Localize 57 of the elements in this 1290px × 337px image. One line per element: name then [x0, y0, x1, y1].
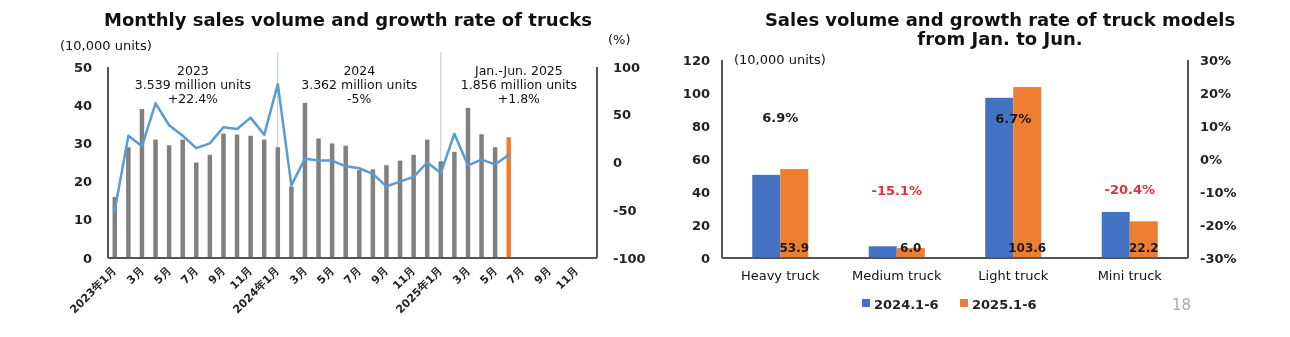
legend-label: 2024.1-6	[874, 296, 939, 312]
annotation: 6.9%	[762, 109, 799, 125]
y2-tick-label: -10%	[1200, 184, 1237, 200]
y-tick-label: 20	[691, 217, 710, 233]
y2-tick-label: 100	[613, 59, 641, 75]
y-tick-label: 120	[682, 52, 710, 68]
y-tick-label: 40	[73, 97, 92, 113]
y-tick-label: 40	[691, 184, 710, 200]
y2-tick-label: 0	[613, 155, 623, 171]
x-tick-label: Heavy truck	[740, 268, 821, 283]
data-label: 22.2	[1128, 241, 1159, 255]
y-tick-label: 10	[73, 212, 92, 228]
chart-title: Sales volume and growth rate of truck models from Jan. to Jun.	[764, 9, 1236, 49]
annotation: -20.4%	[1104, 181, 1155, 197]
y-tick-label: 100	[682, 85, 710, 101]
y2-tick-label: -30%	[1200, 250, 1237, 266]
x-tick-label: 5月	[151, 264, 174, 287]
x-tick-label: 9月	[205, 264, 229, 287]
x-tick-label: 11月	[553, 264, 582, 293]
y-tick-label: 0	[82, 250, 92, 266]
y2-axis-title: (%)	[608, 32, 631, 47]
y-tick-label: 80	[691, 118, 710, 134]
annotation: -15.1%	[871, 182, 922, 198]
y2-tick-label: 0%	[1200, 151, 1223, 167]
x-tick-label: 3月	[124, 264, 147, 287]
y2-tick-label: -20%	[1200, 217, 1237, 233]
y2-tick-label: -50	[613, 202, 637, 218]
text: 18	[1172, 296, 1192, 314]
legend-label: 2025.1-6	[972, 296, 1037, 312]
x-tick-label: 7月	[341, 264, 364, 287]
annotation: 2024 3.362 million units -5%	[301, 63, 418, 106]
y2-tick-label: 20%	[1200, 85, 1232, 101]
x-tick-label: Medium truck	[852, 268, 942, 283]
y-axis-title: (10,000 units)	[60, 38, 152, 53]
chart-title: Monthly sales volume and growth rate of trucks	[104, 9, 592, 30]
annotation: 2023 3.539 million units +22.4%	[134, 63, 251, 106]
y-axis-title: (10,000 units)	[734, 52, 826, 67]
annotation: Jan.-Jun. 2025 1.856 million units +1.8%	[460, 63, 577, 106]
x-tick-label: 7月	[178, 264, 201, 287]
x-tick-label: Mini truck	[1097, 268, 1163, 283]
y-tick-label: 20	[73, 174, 92, 190]
y2-tick-label: -100	[613, 250, 646, 266]
y2-tick-label: 30%	[1200, 52, 1232, 68]
y-tick-label: 0	[700, 250, 710, 266]
y2-tick-label: 50	[613, 107, 632, 123]
x-tick-label: 3月	[450, 264, 473, 287]
x-tick-label: 9月	[368, 264, 392, 287]
y2-tick-label: 10%	[1200, 118, 1232, 134]
y-tick-label: 60	[691, 151, 710, 167]
x-tick-label: 5月	[314, 264, 337, 287]
x-tick-label: 5月	[477, 264, 500, 287]
x-tick-label: 9月	[531, 264, 555, 287]
y-tick-label: 50	[73, 59, 92, 75]
x-tick-label: Light truck	[978, 268, 1049, 283]
x-tick-label: 3月	[287, 264, 310, 287]
x-tick-label: 7月	[504, 264, 527, 287]
y-tick-label: 30	[73, 135, 92, 151]
